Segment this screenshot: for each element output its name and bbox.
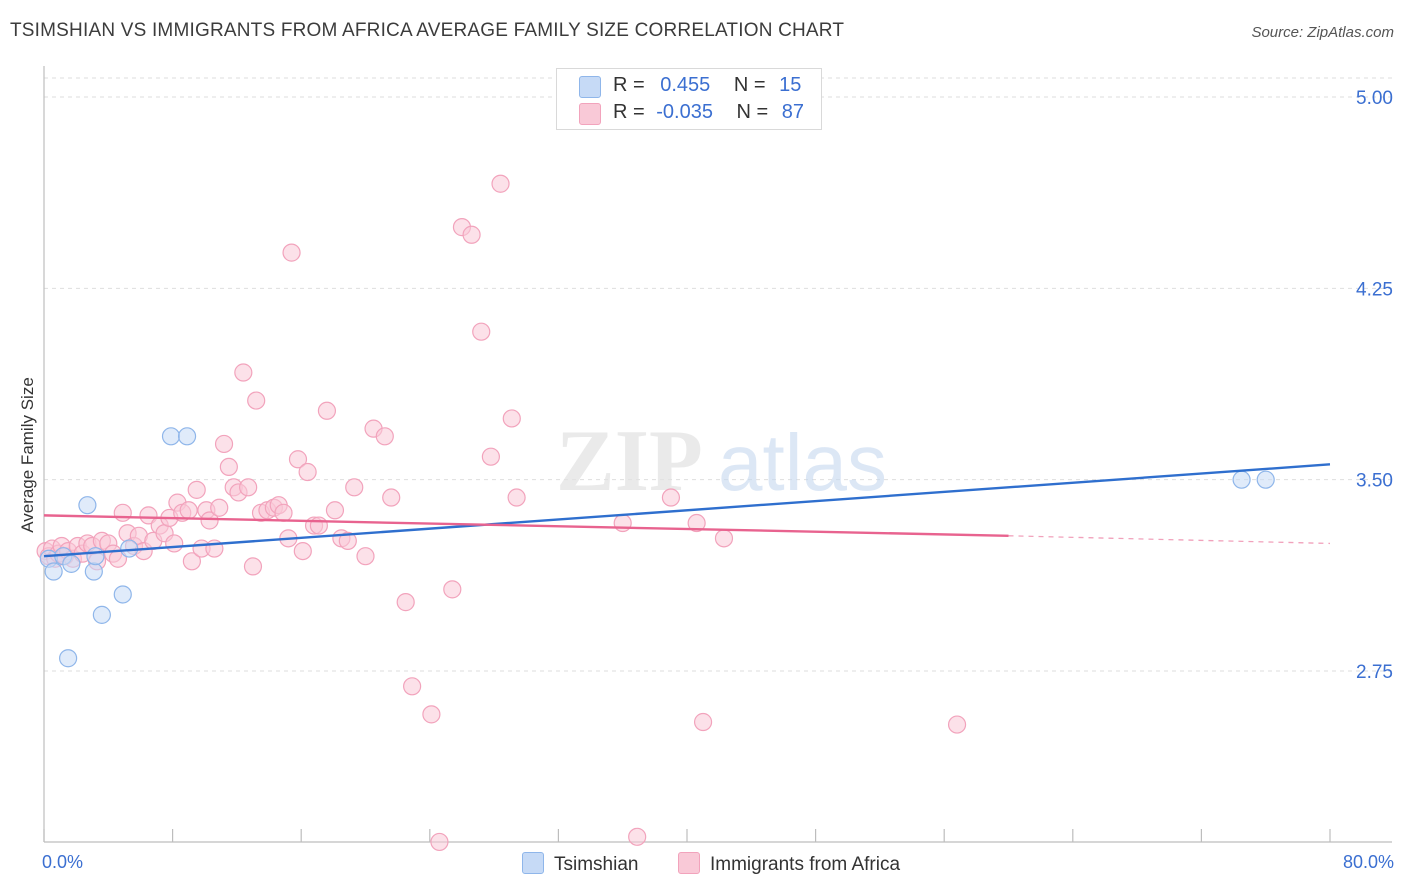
- africa-point: [187, 480, 206, 499]
- africa-point: [714, 529, 734, 548]
- africa-point: [165, 534, 184, 553]
- africa-point: [247, 391, 266, 410]
- africa-point: [309, 516, 328, 535]
- africa-swatch: [579, 103, 601, 125]
- tsimshian-point: [177, 427, 197, 446]
- x-tick-max: 80.0%: [1342, 852, 1394, 872]
- watermark-atlas: atlas: [718, 418, 887, 507]
- tsimshian-point: [59, 649, 78, 668]
- legend-label: Immigrants from Africa: [710, 854, 901, 875]
- africa-point: [491, 174, 510, 193]
- africa-point: [356, 547, 375, 566]
- y-tick-label: 3.50: [1356, 471, 1393, 492]
- tsimshian-point: [84, 562, 103, 581]
- africa-point: [113, 503, 132, 522]
- africa-point: [375, 427, 394, 446]
- africa-point: [443, 580, 462, 599]
- n-value: 87: [781, 101, 805, 123]
- africa-point: [317, 401, 337, 420]
- watermark-zip: ZIP: [556, 413, 703, 510]
- africa-point: [179, 501, 198, 520]
- africa-point: [243, 557, 263, 576]
- africa-point: [507, 488, 526, 507]
- r-label: R =: [613, 101, 645, 123]
- tsimshian-point: [86, 547, 105, 566]
- africa-point: [274, 503, 293, 522]
- r-value: 0.455: [660, 74, 711, 96]
- africa-point: [200, 511, 219, 530]
- tsimshian-point: [161, 427, 181, 446]
- stats-legend: R = 0.455 N = 15 R = -0.035 N = 87: [556, 68, 822, 130]
- africa-point: [403, 677, 422, 696]
- tsimshian-swatch: [579, 76, 601, 98]
- tsimshian-point: [1256, 470, 1275, 489]
- r-label: R =: [613, 74, 645, 96]
- tsimshian-point: [62, 554, 81, 573]
- tsimshian-legend-swatch: [522, 852, 544, 874]
- africa-point: [502, 409, 521, 428]
- africa-point: [472, 322, 491, 341]
- africa-point: [239, 478, 258, 497]
- legend-item-tsimshian[interactable]: Tsimshian: [522, 852, 638, 876]
- tsimshian-point: [44, 562, 63, 581]
- africa-point: [139, 506, 158, 525]
- africa-point: [382, 488, 401, 507]
- legend-item-africa[interactable]: Immigrants from Africa: [678, 852, 900, 876]
- africa-point: [345, 478, 364, 497]
- africa-point: [288, 450, 308, 469]
- africa-point: [338, 531, 357, 550]
- africa-point: [293, 541, 312, 561]
- africa-point: [613, 513, 632, 533]
- tsimshian-point: [92, 605, 111, 624]
- y-tick-label: 2.75: [1356, 662, 1393, 683]
- y-tick-label: 4.25: [1356, 279, 1393, 300]
- africa-point: [947, 715, 967, 734]
- africa-trendline-extension: [1008, 535, 1331, 545]
- n-label: N =: [733, 74, 766, 96]
- y-tick-label: 5.00: [1356, 88, 1393, 109]
- source-label: Source: ZipAtlas.com: [1251, 24, 1394, 41]
- n-value: 15: [779, 74, 802, 96]
- tsimshian-trendline: [43, 463, 1331, 558]
- africa-point: [462, 225, 481, 244]
- r-value: -0.035: [656, 101, 713, 123]
- africa-point: [628, 827, 647, 846]
- africa-point: [325, 501, 345, 520]
- africa-point: [687, 513, 706, 533]
- africa-point: [182, 552, 201, 571]
- tsimshian-point: [113, 585, 132, 604]
- africa-point: [422, 705, 441, 724]
- africa-point: [693, 712, 713, 732]
- africa-point: [661, 488, 681, 507]
- africa-point: [396, 593, 415, 612]
- africa-point: [210, 498, 229, 517]
- x-tick-min: 0.0%: [42, 852, 84, 872]
- africa-point: [219, 457, 238, 477]
- tsimshian-point: [78, 496, 97, 515]
- tsimshian-point: [1232, 470, 1251, 489]
- africa-point: [298, 462, 317, 482]
- chart-title: TSIMSHIAN VS IMMIGRANTS FROM AFRICA AVER…: [10, 20, 845, 41]
- africa-trendline: [43, 514, 1009, 537]
- africa-point: [234, 363, 253, 382]
- africa-point: [214, 434, 234, 454]
- africa-point: [430, 832, 449, 852]
- n-label: N =: [736, 101, 769, 123]
- africa-point: [282, 243, 301, 262]
- africa-point: [481, 447, 500, 466]
- legend-label: Tsimshian: [554, 854, 639, 875]
- africa-legend-swatch: [678, 852, 700, 874]
